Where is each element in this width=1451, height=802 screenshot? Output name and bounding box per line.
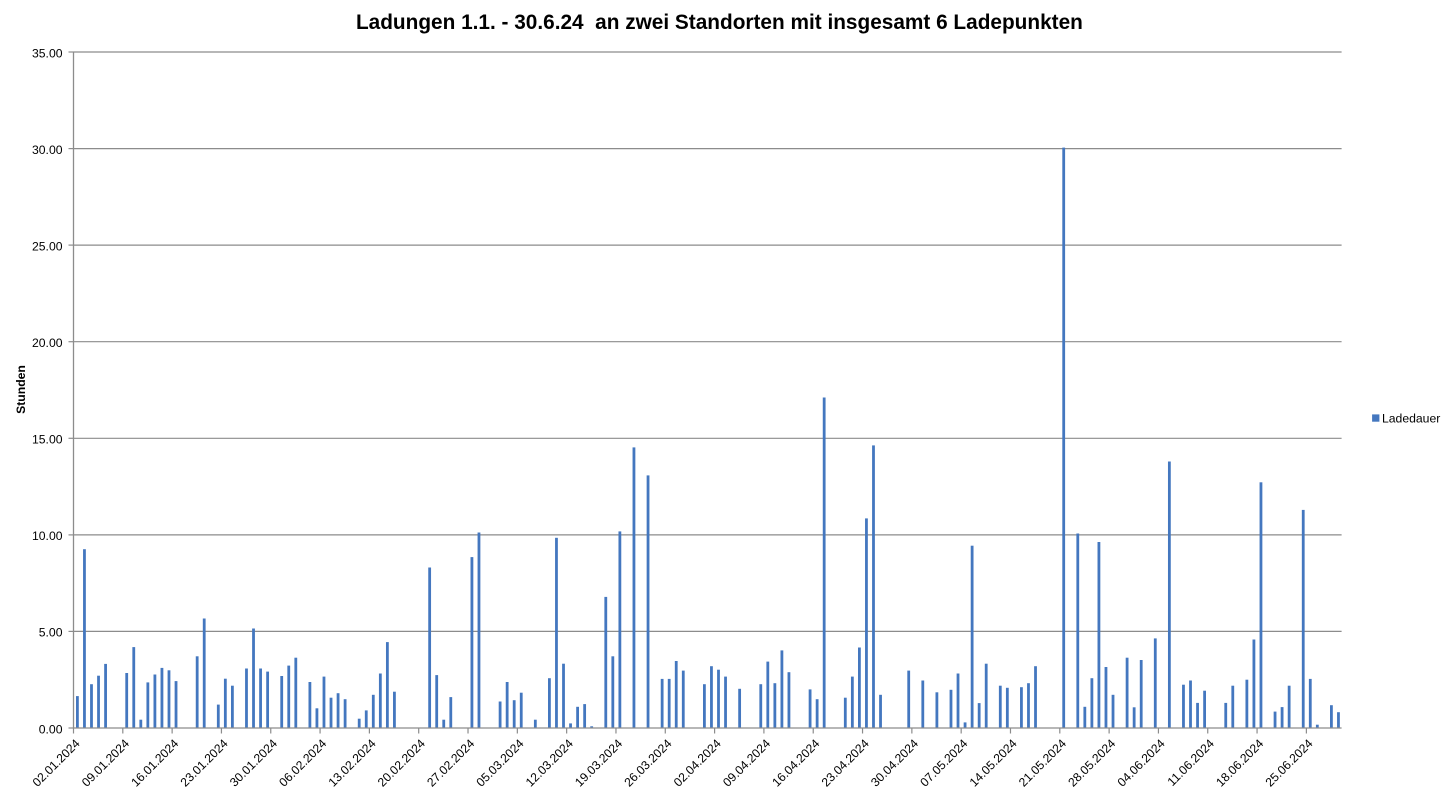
svg-text:30.00: 30.00 xyxy=(32,143,63,157)
svg-text:20.00: 20.00 xyxy=(32,336,63,350)
svg-text:10.00: 10.00 xyxy=(32,529,63,543)
svg-text:15.00: 15.00 xyxy=(32,433,63,447)
svg-text:Ladedauer: Ladedauer xyxy=(1382,412,1440,426)
svg-text:0.00: 0.00 xyxy=(39,722,63,736)
svg-text:25.00: 25.00 xyxy=(32,239,63,253)
svg-text:5.00: 5.00 xyxy=(39,626,63,640)
svg-text:35.00: 35.00 xyxy=(32,46,63,60)
svg-text:Ladungen 1.1. - 30.6.24 an zw: Ladungen 1.1. - 30.6.24 an zwei Standort… xyxy=(356,11,1083,34)
svg-text:Stunden: Stunden xyxy=(14,365,28,414)
